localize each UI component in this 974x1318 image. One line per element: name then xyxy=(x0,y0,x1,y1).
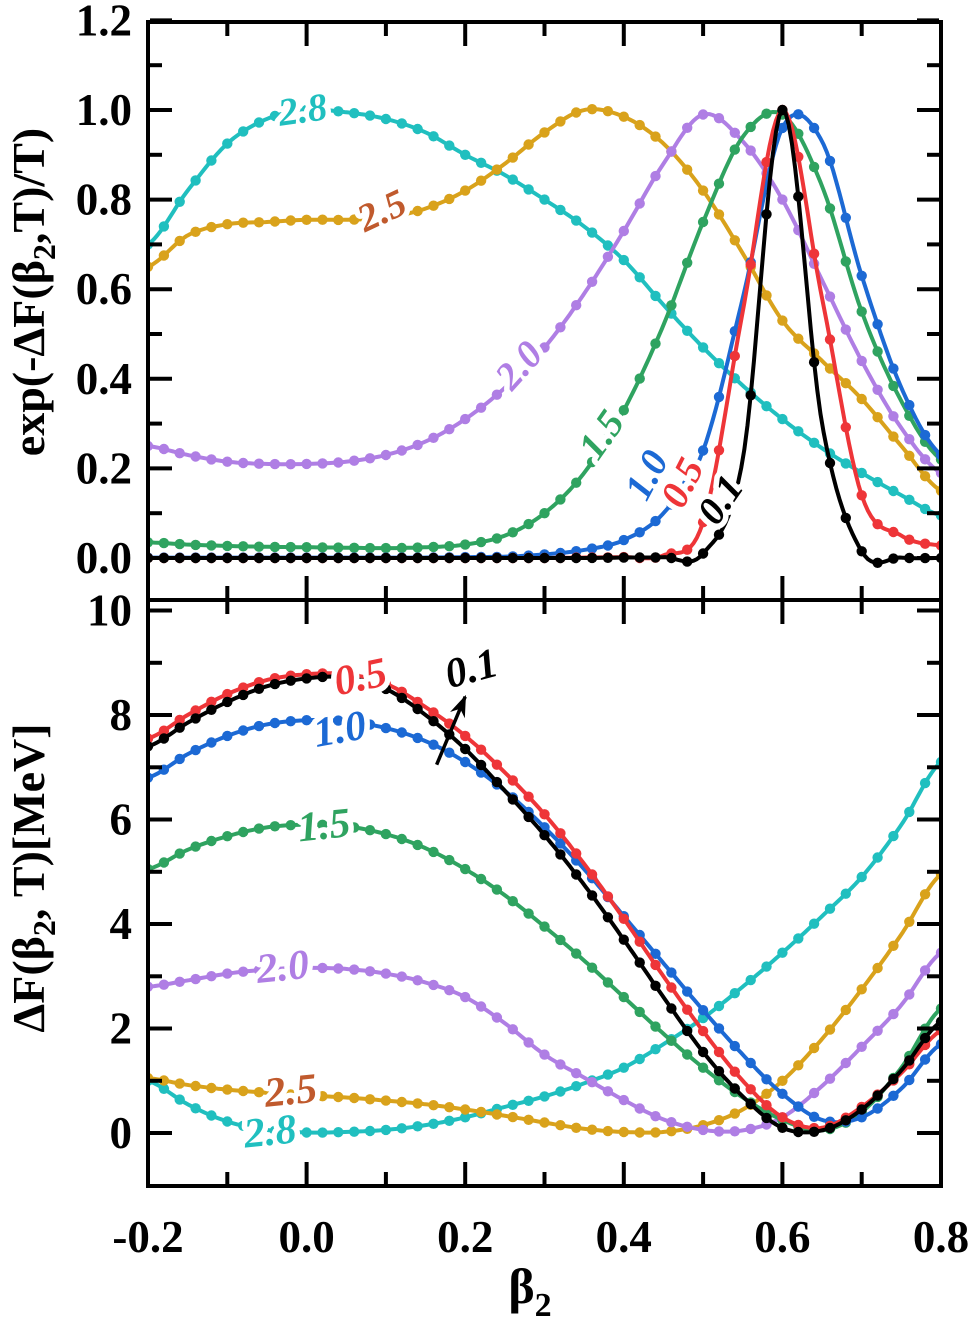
markers-bottom-T2.5 xyxy=(148,869,941,1138)
bottom-curve-labels: 0.5 0.11.01.52.02.52.8 xyxy=(235,635,508,1164)
curve-label-top-2.0: 2.0 xyxy=(486,333,551,399)
top-curve-labels: 2.82.52.01.51.00.50.1 xyxy=(269,80,758,538)
top-panel-curves xyxy=(148,104,941,568)
top-y-tick-labels: 0.0 0.2 0.4 0.6 0.8 1.0 1.2 xyxy=(76,0,132,583)
x-axis-title: β2 xyxy=(508,1258,551,1318)
top-panel: 0.00.20.40.60.81.01.22.82.52.01.51.00.50… xyxy=(76,0,943,602)
x-tick-label: 0.0 xyxy=(278,1212,334,1262)
markers-top-T1.0 xyxy=(148,109,941,563)
x-tick-label: 0.8 xyxy=(913,1212,969,1262)
annotation-arrow-0.1 xyxy=(435,694,467,766)
top-y-tick-label: 0.2 xyxy=(76,443,132,493)
curve-top-T1.5 xyxy=(148,110,941,551)
curve-label-bottom-2.0: 2.0 xyxy=(253,942,311,993)
markers-bottom-T1.0 xyxy=(148,714,941,1127)
curve-label-bottom-1.0: 1.0 xyxy=(310,702,370,756)
curve-bottom-T0.1 xyxy=(148,674,941,1135)
bottom-y-tick-labels: 0 2 4 6 8 10 xyxy=(87,586,132,1159)
bottom-y-tick-label: 8 xyxy=(110,690,133,740)
bottom-y-tick-label: 6 xyxy=(110,795,133,845)
markers-top-T2.0 xyxy=(148,109,941,479)
curve-label-bottom-0.5: 0.5 xyxy=(330,649,391,705)
curve-label-bottom-2.8: 2.8 xyxy=(241,1106,299,1157)
curve-label-top-2.8: 2.8 xyxy=(275,85,330,135)
x-tick-labels: -0.2 0.0 0.2 0.4 0.6 0.8 xyxy=(112,1212,969,1262)
top-y-tick-label: 1.2 xyxy=(76,0,132,45)
markers-top-T1.5 xyxy=(148,108,941,554)
curve-label-top-2.5: 2.5 xyxy=(350,181,413,241)
curve-top-T2.8 xyxy=(148,107,941,518)
top-y-tick-label: 0.6 xyxy=(76,264,132,314)
curve-top-T0.5 xyxy=(148,108,941,561)
bottom-y-tick-label: 2 xyxy=(110,1004,133,1054)
markers-bottom-T2.8 xyxy=(148,756,941,1138)
top-y-tick-label: 1.0 xyxy=(76,85,132,135)
bottom-panel-frame xyxy=(146,598,943,1188)
markers-top-T0.5 xyxy=(148,104,941,564)
markers-bottom-T0.1 xyxy=(148,671,941,1138)
bottom-y-axis-title: ΔF(β2, T)[MeV] xyxy=(3,723,62,1032)
curve-top-T0.1 xyxy=(148,108,941,565)
bottom-y-tick-label: 4 xyxy=(110,899,133,949)
bottom-y-tick-label: 0 xyxy=(110,1108,133,1158)
bottom-panel-ticks xyxy=(146,602,943,1184)
top-y-tick-label: 0.4 xyxy=(76,354,132,404)
curve-label-bottom-0.1: 0.1 xyxy=(440,640,503,698)
bottom-panel-curves xyxy=(148,668,941,1138)
x-tick-label: -0.2 xyxy=(112,1212,183,1262)
top-panel-ticks xyxy=(146,18,943,598)
bottom-y-tick-label: 10 xyxy=(87,586,132,636)
curve-bottom-T1.0 xyxy=(148,718,941,1125)
top-y-axis-title: exp(-ΔF(β2,T)/T) xyxy=(3,128,62,456)
top-y-tick-label: 0.0 xyxy=(76,533,132,583)
curve-bottom-T0.5 xyxy=(148,671,941,1131)
x-tick-label: 0.6 xyxy=(754,1212,810,1262)
x-tick-label: 0.2 xyxy=(437,1212,493,1262)
curve-label-bottom-1.5: 1.5 xyxy=(296,800,353,851)
markers-top-T0.1 xyxy=(148,104,941,568)
markers-bottom-T0.5 xyxy=(148,668,941,1134)
top-y-tick-label: 0.8 xyxy=(76,175,132,225)
x-tick-label: 0.4 xyxy=(596,1212,652,1262)
